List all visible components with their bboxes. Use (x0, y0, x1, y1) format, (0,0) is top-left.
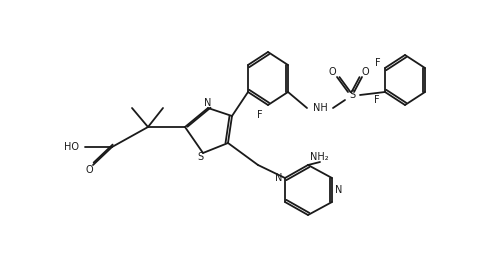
Text: S: S (349, 90, 355, 100)
Text: N: N (335, 185, 342, 195)
Text: O: O (361, 67, 369, 77)
Text: S: S (197, 152, 203, 162)
Text: HO: HO (64, 142, 79, 152)
Text: O: O (85, 165, 93, 175)
Text: N: N (204, 98, 212, 108)
Text: F: F (257, 110, 263, 120)
Text: NH₂: NH₂ (310, 152, 328, 162)
Text: F: F (374, 95, 380, 105)
Text: N: N (274, 173, 282, 183)
Text: O: O (328, 67, 336, 77)
Text: NH: NH (312, 103, 328, 113)
Text: F: F (376, 58, 381, 68)
